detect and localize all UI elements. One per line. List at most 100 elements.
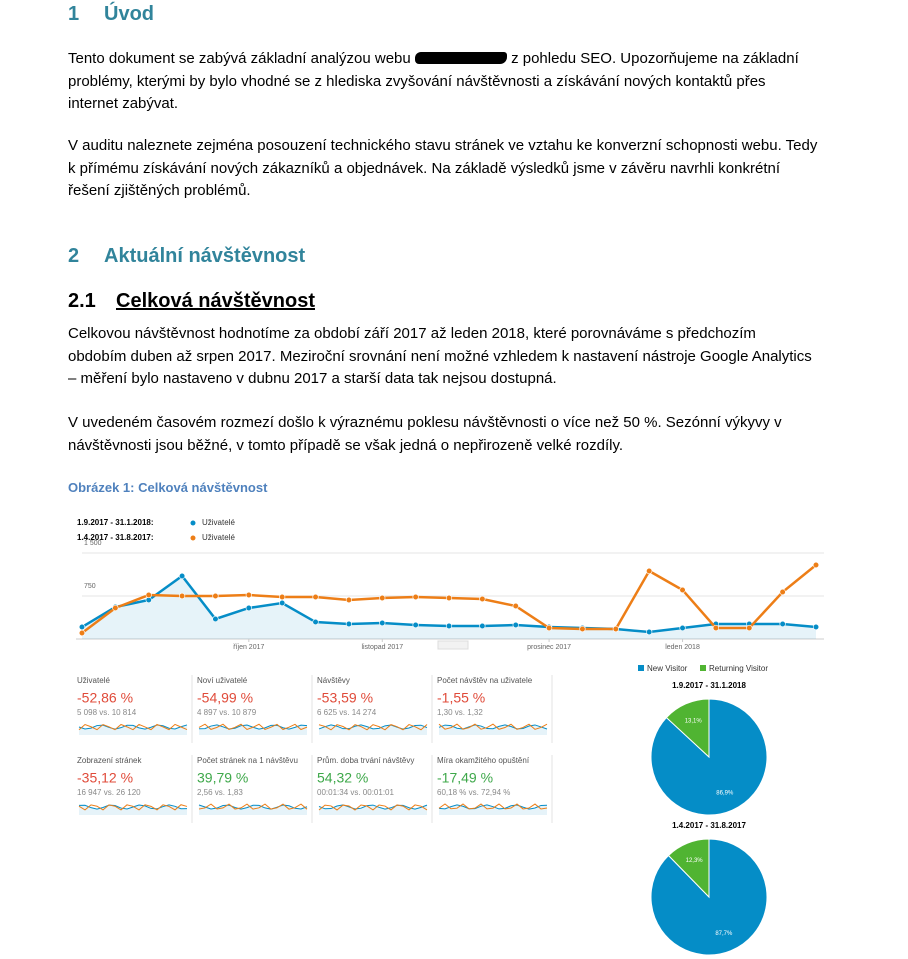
area bbox=[82, 575, 816, 639]
metric-comparison: 00:01:34 vs. 00:01:01 bbox=[317, 788, 395, 797]
point bbox=[145, 591, 152, 599]
sparkline bbox=[318, 804, 428, 810]
metric-name: Míra okamžitého opuštění bbox=[437, 756, 530, 765]
metric-comparison: 5 098 vs. 10 814 bbox=[77, 708, 137, 717]
point bbox=[812, 561, 820, 569]
metric-name: Prům. doba trvání návštěvy bbox=[317, 756, 414, 765]
point bbox=[212, 592, 219, 600]
point bbox=[112, 604, 119, 612]
metric-comparison: 2,56 vs. 1,83 bbox=[197, 788, 243, 797]
sparkline bbox=[198, 723, 308, 731]
metric-change: -17,49 % bbox=[437, 770, 493, 786]
point bbox=[479, 595, 486, 603]
legend-label: Returning Visitor bbox=[709, 664, 768, 673]
sparkline-area bbox=[439, 804, 547, 815]
metric-change: 39,79 % bbox=[197, 770, 248, 786]
sparkline bbox=[318, 724, 428, 731]
point bbox=[445, 622, 453, 630]
sparkline-area bbox=[199, 804, 307, 815]
heading-1: 1 Úvod bbox=[68, 3, 154, 26]
metric-comparison: 6 625 vs. 14 274 bbox=[317, 708, 377, 717]
sparkline bbox=[438, 804, 548, 810]
x-tick-label: leden 2018 bbox=[665, 644, 700, 651]
pie-slice bbox=[667, 838, 710, 899]
paragraph: Tento dokument se zabývá základní analýz… bbox=[68, 48, 818, 116]
point bbox=[379, 594, 386, 602]
sparkline-area bbox=[439, 724, 547, 735]
y-tick-label: 1 500 bbox=[84, 540, 102, 547]
point bbox=[245, 591, 252, 599]
legend-label: New Visitor bbox=[647, 664, 688, 673]
legend-label: Uživatelé bbox=[202, 518, 235, 527]
point bbox=[512, 621, 519, 629]
point bbox=[779, 620, 786, 628]
metric-name: Noví uživatelé bbox=[197, 676, 248, 685]
figure-caption: Obrázek 1: Celková návštěvnost bbox=[68, 480, 268, 495]
sparkline bbox=[318, 724, 428, 730]
pie-title: 1.4.2017 - 31.8.2017 bbox=[672, 821, 746, 830]
pie-label: 87,7% bbox=[715, 931, 733, 937]
legend-period: 1.9.2017 - 31.1.2018: bbox=[77, 518, 154, 527]
scroll-tab bbox=[437, 640, 469, 650]
point bbox=[712, 624, 720, 632]
pie-slice bbox=[665, 698, 710, 759]
legend-period: 1.4.2017 - 31.8.2017: bbox=[77, 533, 154, 542]
point bbox=[245, 604, 252, 612]
heading-3: 2.1 Celková návštěvnost bbox=[68, 290, 315, 313]
point bbox=[812, 623, 820, 631]
sparkline bbox=[78, 724, 188, 730]
metric-change: -52,86 % bbox=[77, 690, 133, 706]
paragraph: Celkovou návštěvnost hodnotíme za období… bbox=[68, 325, 812, 387]
point bbox=[212, 615, 219, 623]
redaction bbox=[414, 52, 507, 64]
figure: 1.9.2017 - 31.1.2018: Uživatelé 1.4.2017 -… bbox=[76, 518, 824, 956]
heading-number: 2 bbox=[68, 245, 80, 267]
legend-swatch bbox=[638, 665, 644, 671]
point bbox=[178, 592, 186, 600]
heading-title: Aktuální návštěvnost bbox=[104, 245, 306, 267]
y-tick-label: 750 bbox=[84, 583, 96, 590]
point bbox=[612, 625, 619, 633]
point bbox=[545, 624, 553, 632]
point bbox=[312, 593, 319, 601]
point bbox=[345, 620, 353, 628]
sparkline bbox=[198, 803, 308, 810]
text: z pohledu SEO. Upozorňujeme na základní … bbox=[68, 50, 799, 112]
metric-comparison: 60,18 % vs. 72,94 % bbox=[437, 788, 510, 797]
pie-label: 13,1% bbox=[685, 718, 703, 724]
sparkline bbox=[78, 804, 188, 810]
sparkline-area bbox=[319, 724, 427, 735]
metric-change: -54,99 % bbox=[197, 690, 253, 706]
metric-comparison: 1,30 vs. 1,32 bbox=[437, 708, 483, 717]
point bbox=[412, 621, 419, 629]
sparkline bbox=[438, 803, 548, 810]
metric-name: Návštěvy bbox=[317, 676, 350, 685]
legend-marker bbox=[190, 520, 196, 526]
metric-comparison: 4 897 vs. 10 879 bbox=[197, 708, 257, 717]
point bbox=[479, 622, 486, 630]
point bbox=[679, 624, 686, 632]
point bbox=[78, 623, 86, 631]
heading-number: 1 bbox=[68, 3, 80, 25]
point bbox=[746, 624, 753, 632]
x-tick-label: říjen 2017 bbox=[233, 644, 264, 651]
point bbox=[379, 619, 386, 627]
sparkline bbox=[438, 723, 548, 730]
metric-name: Počet stránek na 1 návštěvu bbox=[197, 756, 298, 765]
point bbox=[445, 594, 453, 602]
point bbox=[646, 567, 653, 575]
metric-change: -35,12 % bbox=[77, 770, 133, 786]
metric-change: -1,55 % bbox=[437, 690, 485, 706]
legend-marker bbox=[190, 535, 196, 541]
heading-title: Celková návštěvnost bbox=[116, 290, 315, 312]
x-tick-label: prosinec 2017 bbox=[527, 644, 571, 651]
metric-name: Zobrazení stránek bbox=[77, 756, 142, 765]
text: Tento dokument se zabývá základní analýz… bbox=[68, 50, 411, 67]
paragraph: V uvedeném časovém rozmezí došlo k výraz… bbox=[68, 414, 782, 454]
point bbox=[312, 618, 319, 626]
pie-label: 12,3% bbox=[686, 858, 704, 864]
heading-2: 2 Aktuální návštěvnost bbox=[68, 245, 305, 268]
point bbox=[579, 625, 586, 633]
sparkline bbox=[438, 724, 548, 730]
